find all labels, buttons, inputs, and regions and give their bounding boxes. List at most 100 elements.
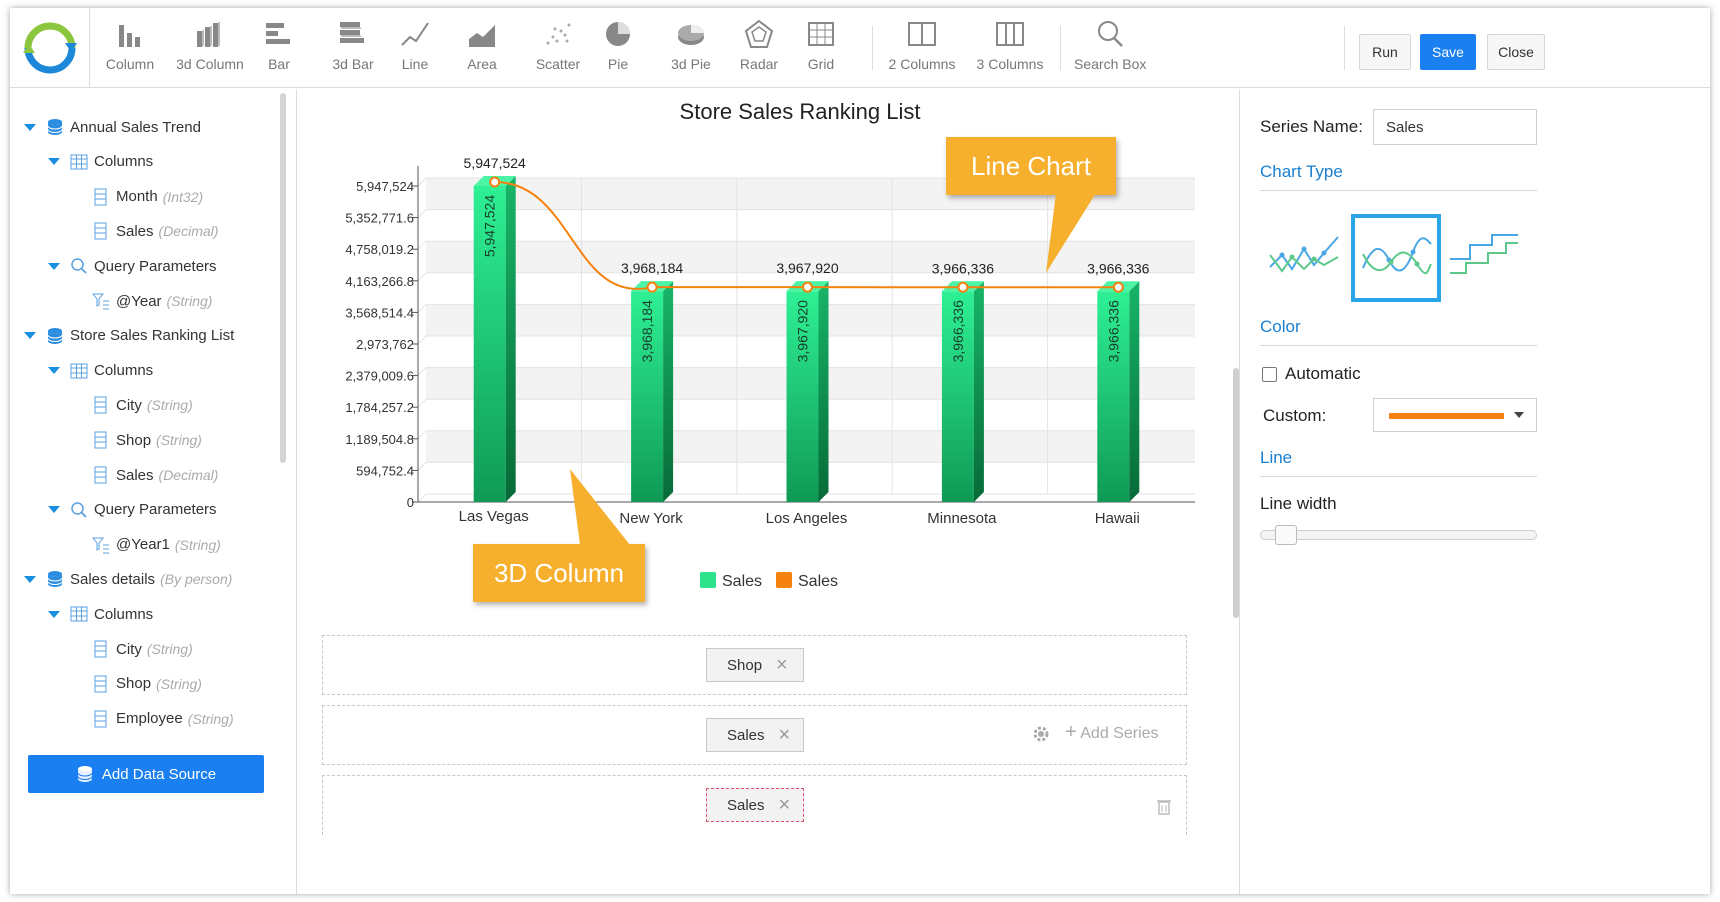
toolbar-3d-pie-chart-button[interactable]: 3d Pie <box>671 14 711 84</box>
tree-field[interactable]: Month (Int32) <box>94 183 203 211</box>
center-scrollbar[interactable] <box>1233 368 1239 618</box>
chart[interactable]: Store Sales Ranking List 0 594,752.4 1,189,… <box>298 89 1238 629</box>
category-chip[interactable]: Shop × <box>706 648 804 682</box>
callout-column-label: 3D Column <box>493 557 625 588</box>
line-point[interactable] <box>1112 281 1124 293</box>
line-point[interactable] <box>489 176 501 188</box>
tree-field[interactable]: City (String) <box>94 391 193 419</box>
3d-column-callout: 3D Column <box>473 544 645 602</box>
expand-arrow-icon[interactable] <box>48 610 60 618</box>
toolbar-3d-column-chart-button[interactable]: 3d Column <box>175 14 245 84</box>
line-series[interactable] <box>494 181 1119 290</box>
pie-chart-icon <box>606 22 630 46</box>
data-source-panel: Annual Sales Trend Columns Month (Int32) Sal… <box>10 89 297 894</box>
toolbar-grid-button[interactable]: Grid <box>806 14 836 84</box>
line-point[interactable] <box>646 281 658 293</box>
close-button[interactable]: Close <box>1487 34 1545 70</box>
line-point[interactable] <box>957 281 969 293</box>
column-bar[interactable] <box>1097 291 1130 502</box>
remove-icon[interactable]: × <box>778 793 791 816</box>
add-series-button[interactable]: + Add Series <box>1065 721 1159 744</box>
line-type-step-icon[interactable] <box>1448 229 1524 281</box>
tree-datasource[interactable]: Sales details (By person) <box>24 565 232 593</box>
save-button[interactable]: Save <box>1420 34 1476 70</box>
tree-columns-node[interactable]: Columns <box>48 148 153 176</box>
tree-field[interactable]: City (String) <box>94 635 193 663</box>
tree-field[interactable]: Sales (Decimal) <box>94 217 218 245</box>
left-scrollbar[interactable] <box>280 93 286 463</box>
expand-arrow-icon[interactable] <box>48 367 60 375</box>
tree-field[interactable]: Sales (Decimal) <box>94 461 218 489</box>
field-type: (String) <box>156 432 202 449</box>
bar-chart-icon <box>266 23 290 44</box>
toolbar-two-columns-button[interactable]: 2 Columns <box>887 14 957 84</box>
tree-parameter[interactable]: @Year (String) <box>92 287 212 315</box>
category-drop-zone[interactable]: Shop × <box>322 635 1187 695</box>
toolbar-3d-bar-chart-button[interactable]: 3d Bar <box>332 14 374 84</box>
column-bar-side <box>505 176 516 502</box>
toolbar-area-chart-button[interactable]: Area <box>467 14 497 84</box>
expand-arrow-icon[interactable] <box>48 262 60 270</box>
field-type: (Decimal) <box>158 467 219 483</box>
tree-datasource[interactable]: Store Sales Ranking List <box>24 322 234 350</box>
column-bar[interactable] <box>631 291 664 502</box>
toolbar-bar-chart-button[interactable]: Bar <box>264 14 294 84</box>
y-tick-label: 2,379,009.6 <box>345 369 414 384</box>
tree-columns-node[interactable]: Columns <box>48 600 153 628</box>
value-drop-zone[interactable]: Sales × <box>322 775 1187 835</box>
legend-label: Sales <box>722 573 762 590</box>
remove-icon[interactable]: × <box>778 723 791 746</box>
series-name-input[interactable]: Sales <box>1373 109 1537 145</box>
line-type-spline-option[interactable] <box>1351 214 1441 302</box>
datasource-name: Annual Sales Trend <box>70 118 201 136</box>
gear-icon[interactable] <box>1031 724 1051 744</box>
custom-color-picker[interactable] <box>1373 398 1537 432</box>
y-tick-label: 5,352,771.6 <box>345 211 414 226</box>
toolbar-search-button[interactable]: Search Box <box>1074 14 1146 84</box>
column-bar[interactable] <box>786 291 819 502</box>
series-drop-zone[interactable]: Sales × + Add Series <box>322 705 1187 765</box>
toolbar-column-chart-button[interactable]: Column <box>105 14 155 84</box>
chip-label: Sales <box>727 796 765 814</box>
toolbar-pie-chart-button[interactable]: Pie <box>603 14 633 84</box>
column-bar[interactable] <box>941 291 974 502</box>
add-data-source-button[interactable]: Add Data Source <box>28 755 264 793</box>
tree-query-parameters-node[interactable]: Query Parameters <box>48 496 217 524</box>
expand-arrow-icon[interactable] <box>48 158 60 166</box>
gridline <box>417 430 427 440</box>
run-button[interactable]: Run <box>1359 34 1411 70</box>
tree-query-parameters-node[interactable]: Query Parameters <box>48 252 217 280</box>
tree-field[interactable]: Employee (String) <box>94 705 234 733</box>
bar-value-label: 3,966,336 <box>950 300 966 362</box>
toolbar-label: Column <box>105 56 155 72</box>
toolbar-scatter-chart-button[interactable]: Scatter <box>535 14 581 84</box>
line-width-slider[interactable] <box>1260 525 1537 545</box>
series-chip[interactable]: Sales × <box>706 718 804 752</box>
y-tick-label: 5,947,524 <box>356 179 414 194</box>
line-type-straight-icon[interactable] <box>1268 229 1344 281</box>
field-icon <box>94 188 107 206</box>
gridline <box>417 398 427 408</box>
tree-field[interactable]: Shop (String) <box>94 670 202 698</box>
tree-datasource[interactable]: Annual Sales Trend <box>24 113 201 141</box>
automatic-checkbox[interactable] <box>1262 367 1277 382</box>
expand-arrow-icon[interactable] <box>24 332 36 340</box>
toolbar-radar-chart-button[interactable]: Radar <box>739 14 779 84</box>
slider-handle[interactable] <box>1274 525 1297 545</box>
field-name: Sales <box>116 222 154 240</box>
tree-columns-node[interactable]: Columns <box>48 357 153 385</box>
expand-arrow-icon[interactable] <box>48 506 60 514</box>
tree-field[interactable]: Shop (String) <box>94 426 202 454</box>
tree-parameter[interactable]: @Year1 (String) <box>92 531 221 559</box>
x-tick-label: Minnesota <box>927 510 997 527</box>
toolbar-line-chart-button[interactable]: Line <box>400 14 430 84</box>
trash-icon[interactable] <box>1156 798 1172 816</box>
remove-icon[interactable]: × <box>776 653 788 676</box>
column-bar[interactable] <box>473 186 506 502</box>
toolbar-three-columns-button[interactable]: 3 Columns <box>975 14 1045 84</box>
line-value-label: 5,947,524 <box>464 155 526 171</box>
line-point[interactable] <box>802 281 813 293</box>
expand-arrow-icon[interactable] <box>24 575 36 583</box>
value-chip[interactable]: Sales × <box>706 788 804 822</box>
expand-arrow-icon[interactable] <box>24 123 36 131</box>
